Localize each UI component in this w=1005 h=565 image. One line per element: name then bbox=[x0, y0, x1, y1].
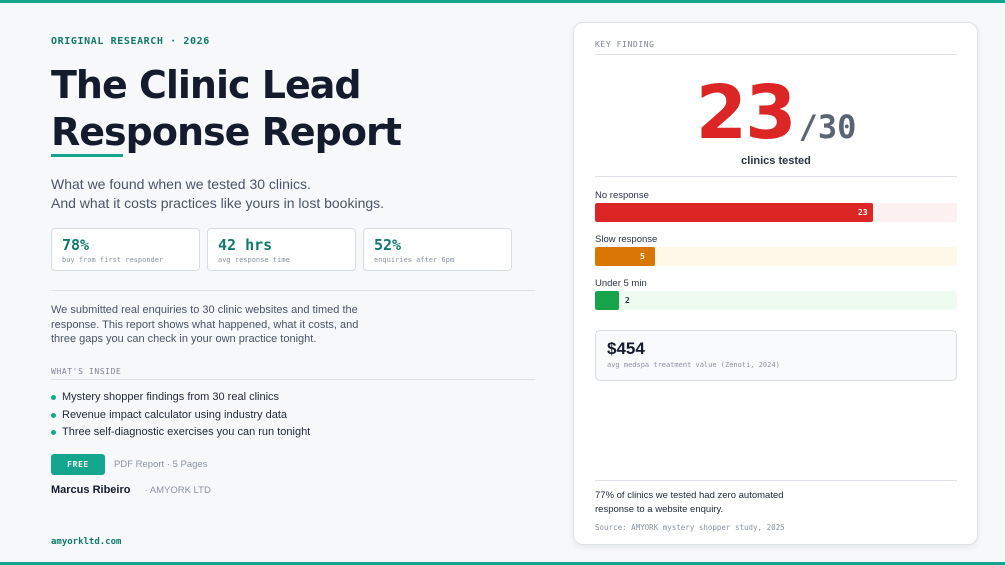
bar-label: Under 5 min bbox=[595, 278, 647, 289]
treatment-value-label: avg medspa treatment value (Zenoti, 2024… bbox=[607, 361, 780, 369]
bar-track: 2 bbox=[595, 291, 957, 310]
bar-row-no-response: No response 23 bbox=[595, 189, 957, 222]
list-item-text: Three self-diagnostic exercises you can … bbox=[62, 426, 311, 438]
subtitle-line-2: And what it costs practices like yours i… bbox=[51, 195, 385, 211]
list-item: Mystery shopper findings from 30 real cl… bbox=[51, 389, 310, 407]
title-line-1: The Clinic Lead bbox=[51, 63, 362, 107]
stat-label: buy from first responder bbox=[62, 256, 164, 264]
bar-row-slow-response: Slow response 5 bbox=[595, 233, 957, 266]
website-link[interactable]: amyorkltd.com bbox=[51, 537, 122, 547]
subtitle-line-1: What we found when we tested 30 clinics. bbox=[51, 176, 311, 192]
source-citation: Source: AMYORK mystery shopper study, 20… bbox=[595, 523, 785, 532]
bullet-dot-icon bbox=[51, 412, 56, 418]
report-description: We submitted real enquiries to 30 clinic… bbox=[51, 304, 359, 345]
key-finding-label: KEY FINDING bbox=[595, 40, 655, 49]
title-line-2: Response Report bbox=[51, 110, 402, 154]
stat-label: enquiries after 6pm bbox=[374, 256, 455, 264]
section-divider bbox=[51, 379, 535, 380]
headline-stat: 23/30 bbox=[595, 73, 957, 153]
finding-footnote: 77% of clinics we tested had zero automa… bbox=[595, 490, 784, 515]
eyebrow-label: ORIGINAL RESEARCH · 2026 bbox=[51, 36, 210, 47]
report-format-meta: PDF Report · 5 Pages bbox=[114, 459, 208, 470]
page-title: The Clinic Lead Response Report bbox=[51, 62, 402, 156]
list-item-text: Mystery shopper findings from 30 real cl… bbox=[62, 391, 280, 403]
bar-value-label: 5 bbox=[640, 252, 645, 261]
stat-card-response-time: 42 hrs avg response time bbox=[207, 228, 356, 271]
headline-caption: clinics tested bbox=[741, 155, 811, 167]
author-company: · AMYORK LTD bbox=[144, 484, 211, 496]
stat-card-first-responder: 78% buy from first responder bbox=[51, 228, 200, 271]
headline-denominator: /30 bbox=[798, 108, 857, 146]
stat-label: avg response time bbox=[218, 256, 290, 264]
treatment-value: $454 bbox=[607, 339, 645, 358]
card-divider bbox=[595, 176, 957, 177]
card-divider bbox=[595, 54, 957, 55]
bar-value-label: 2 bbox=[625, 296, 630, 305]
title-underline bbox=[51, 154, 123, 157]
bullet-dot-icon bbox=[51, 395, 56, 401]
bar-label: Slow response bbox=[595, 234, 658, 245]
key-finding-card: KEY FINDING 23/30 clinics tested No resp… bbox=[573, 22, 978, 545]
whats-inside-list: Mystery shopper findings from 30 real cl… bbox=[51, 389, 310, 442]
bar-track: 23 bbox=[595, 203, 957, 222]
card-divider bbox=[595, 480, 957, 481]
list-item: Three self-diagnostic exercises you can … bbox=[51, 424, 310, 442]
stat-value: 52% bbox=[374, 236, 402, 254]
author-name: Marcus Ribeiro bbox=[51, 484, 131, 496]
bar bbox=[595, 247, 655, 266]
stat-cards: 78% buy from first responder 42 hrs avg … bbox=[51, 228, 512, 271]
bottom-accent-bar bbox=[0, 562, 1005, 565]
section-divider bbox=[51, 290, 535, 291]
headline-number: 23 bbox=[695, 70, 797, 156]
list-item-text: Revenue impact calculator using industry… bbox=[62, 408, 288, 421]
subtitle: What we found when we tested 30 clinics.… bbox=[51, 175, 384, 213]
stat-card-after-hours: 52% enquiries after 6pm bbox=[363, 228, 512, 271]
bar-value-label: 23 bbox=[858, 208, 868, 217]
free-download-button[interactable]: FREE bbox=[51, 454, 105, 475]
bullet-dot-icon bbox=[51, 430, 56, 436]
stat-value: 78% bbox=[62, 236, 90, 254]
whats-inside-label: WHAT'S INSIDE bbox=[51, 367, 122, 376]
author-row: Marcus Ribeiro · AMYORK LTD bbox=[51, 484, 211, 496]
bar-track: 5 bbox=[595, 247, 957, 266]
bar bbox=[595, 291, 619, 310]
treatment-value-box: $454 avg medspa treatment value (Zenoti,… bbox=[595, 330, 957, 381]
cta-row: FREE PDF Report · 5 Pages bbox=[51, 454, 207, 475]
bar-label: No response bbox=[595, 190, 649, 201]
stat-value: 42 hrs bbox=[218, 236, 273, 254]
top-accent-bar bbox=[0, 0, 1005, 3]
bar bbox=[595, 203, 873, 222]
list-item: Revenue impact calculator using industry… bbox=[51, 407, 310, 425]
bar-row-under-5-min: Under 5 min 2 bbox=[595, 277, 957, 310]
